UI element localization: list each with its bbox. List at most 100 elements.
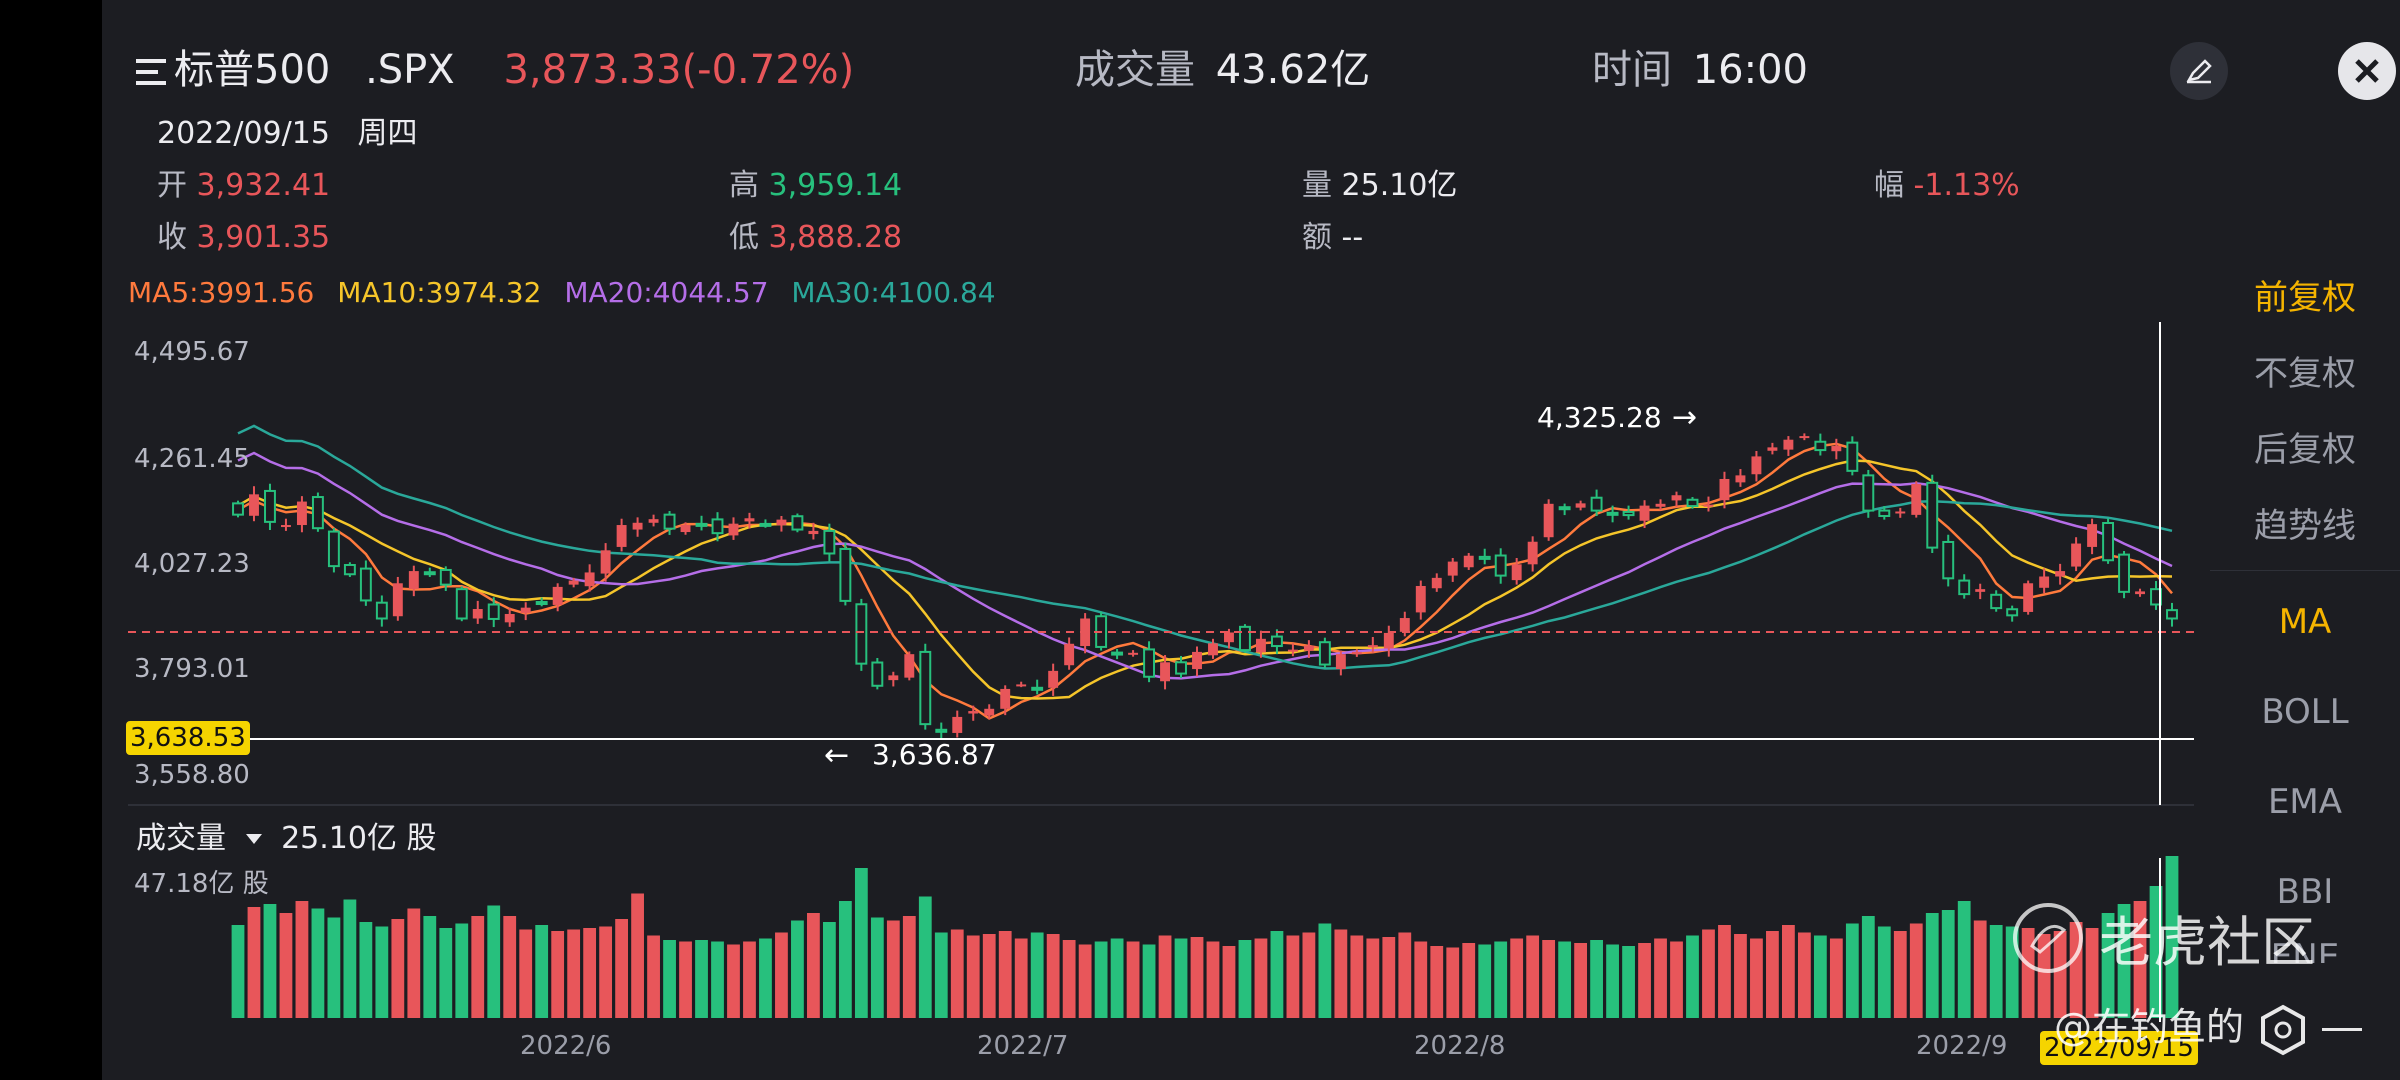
candle-body [1335,654,1346,670]
low-value: 3,888.28 [768,220,903,255]
candle-body [359,567,372,602]
volume-bar [1382,937,1396,1018]
candle-body [1895,511,1906,514]
volume-bar [1750,938,1763,1018]
vol-value: 25.10亿 [1341,168,1458,203]
volume-bar [1845,923,1859,1018]
candle-body [1878,509,1891,518]
info-high: 高 3,959.14 [729,160,902,204]
candle-body [663,513,676,530]
side-item-forward-adjust[interactable]: 前复权 [2254,278,2356,318]
side-item-no-adjust[interactable]: 不复权 [2254,354,2356,394]
index-symbol: .SPX [365,47,455,93]
indicator-bbi[interactable]: BBI [2276,872,2334,912]
candle [663,511,676,535]
candle-body [1703,504,1714,507]
volume-bar [1909,923,1923,1018]
candle-body [1224,632,1234,643]
candle [472,600,483,624]
index-name: 标普500 [174,47,331,93]
info-date-row: 2022/09/15 周四 [157,108,417,152]
volume-bar [1302,932,1316,1018]
watermark-user: @在钓鱼的 [2054,1005,2245,1049]
candle-body [1399,618,1410,632]
volume-bar [1782,925,1795,1018]
close-button[interactable] [2338,42,2396,100]
indicator-ene[interactable]: ENE [2270,937,2340,963]
candle-body [888,675,899,681]
left-black-bar [0,0,102,1080]
amp-label: 幅 [1874,168,1904,203]
candle-body [904,654,915,678]
caret-down-icon[interactable] [245,834,262,844]
candle-body [2102,522,2115,562]
candle [616,518,627,552]
indicator-ema[interactable]: EMA [2267,782,2343,822]
ma30-legend: MA30:4100.84 [791,276,996,309]
volume-header[interactable]: 成交量 25.10亿 股 [136,813,437,857]
volume-bar [1973,920,1987,1018]
candle [648,514,659,527]
volume-bar [359,922,373,1018]
volume-bar [375,926,389,1018]
candle [359,560,372,606]
candle [1958,574,1971,599]
kline-chart[interactable]: 4,495.67 4,261.45 4,027.23 3,793.01 3,55… [102,0,2202,1080]
candle [552,583,563,612]
info-low: 低 3,888.28 [729,212,902,256]
candle-body [1111,651,1124,656]
candle [1192,646,1202,677]
candle [408,565,419,597]
candle-body [1942,540,1955,580]
candle [1447,557,1458,582]
header-time: 时间 16:00 [1592,40,1808,100]
candle-body [2135,591,2145,595]
edit-button[interactable] [2170,42,2228,100]
menu-icon[interactable] [136,57,170,87]
volume-bar [1270,931,1284,1018]
x-label-0: 2022/6 [520,1031,611,1061]
candle [1478,548,1491,565]
candle-body [1415,585,1426,613]
candle-body [2071,543,2082,567]
amount-label: 额 [1302,220,1332,255]
current-price-badge: 3,638.53 [126,721,250,755]
candle-body [408,571,419,589]
time-value: 16:00 [1692,47,1808,93]
volume-bar [1606,944,1619,1018]
candle [2166,602,2178,627]
candle [2006,605,2019,622]
candle [423,567,436,577]
volume-bar [487,905,501,1018]
volume-bar [1334,929,1348,1018]
candle-body [520,607,531,613]
candle [1494,548,1507,584]
index-change: (-0.72%) [681,47,855,93]
volume-bar [1142,944,1156,1018]
volume-bar [1430,946,1444,1018]
volume-bar [679,941,692,1018]
indicator-ma[interactable]: MA [2278,602,2332,642]
side-item-backward-adjust[interactable]: 后复权 [2254,430,2356,470]
indicator-boll[interactable]: BOLL [2261,692,2349,732]
candle-body [1463,555,1474,568]
volume-bar [503,916,517,1018]
candle [1383,625,1394,657]
volume-bar [279,913,293,1018]
volume-bar [1766,931,1779,1018]
volume-title: 成交量 [136,821,226,856]
candle [855,598,868,671]
candle-body [728,523,739,536]
volume-bar [2101,913,2115,1018]
volume-bar [391,919,405,1018]
volume-bar [950,929,964,1018]
candle [1143,641,1156,683]
side-item-trendline[interactable]: 趋势线 [2254,506,2356,546]
candle [808,522,819,540]
candle [888,671,899,687]
candle-body [744,518,755,522]
candle-body [680,525,691,533]
candle-body [1575,503,1586,508]
header-title-group[interactable]: 标普500 .SPX 3,873.33(-0.72%) [136,40,854,100]
volume-bar [2021,928,2035,1018]
